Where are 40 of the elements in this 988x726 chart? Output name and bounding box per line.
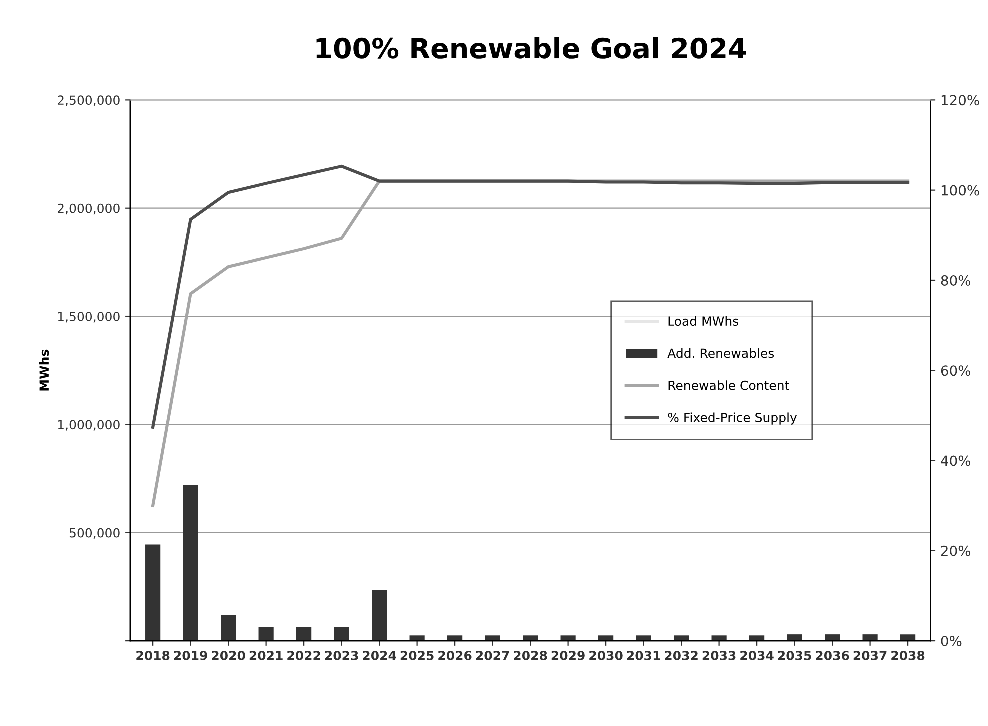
x-tick-label: 2035 [778, 651, 812, 660]
x-tick-label: 2024 [363, 651, 396, 660]
y2-tick-label: 60% [941, 366, 971, 376]
x-tick-label: 2031 [627, 651, 660, 660]
legend-label: Renewable Content [668, 380, 790, 390]
y2-tick-label: 120% [942, 95, 980, 106]
legend-label: % Fixed-Price Supply [668, 412, 798, 425]
x-tick-label: 2021 [250, 651, 283, 660]
y-tick-label: 500,000 [70, 528, 120, 540]
y2-tick-label: 20% [941, 546, 971, 556]
x-tick-label: 2030 [590, 651, 623, 660]
x-tick-label: 2027 [476, 651, 510, 660]
chart-title: 100% Renewable Goal 2024 [316, 37, 746, 59]
y2-tick-label: 100% [942, 185, 980, 196]
x-tick-label: 2029 [552, 651, 585, 660]
legend-label: Add. Renewables [668, 348, 774, 358]
y2-tick-label: 40% [941, 456, 971, 466]
y-tick-label: 2,500,000 [58, 96, 120, 106]
x-tick-label: 2023 [325, 651, 358, 660]
y2-tick-label: 0% [941, 636, 962, 647]
x-tick-label: 2025 [400, 651, 434, 660]
legend-label: Load MWhs [668, 316, 739, 326]
y-tick-label: 1,000,000 [58, 420, 120, 431]
x-tick-label: 2019 [174, 651, 208, 660]
x-tick-label: 2028 [514, 651, 548, 660]
x-tick-label: 2026 [438, 651, 472, 660]
x-tick-label: 2034 [740, 651, 774, 660]
x-tick-label: 2018 [136, 651, 170, 660]
y2-tick-label: 80% [941, 275, 971, 286]
line-series [152, 164, 910, 429]
y-tick-label: 2,000,000 [58, 204, 120, 215]
x-tick-label: 2022 [288, 651, 320, 660]
y-axis-title: MWhs [39, 350, 50, 391]
x-tick-label: 2037 [854, 651, 887, 660]
x-tick-label: 2036 [816, 651, 850, 660]
x-tick-label: 2033 [702, 651, 736, 660]
x-tick-label: 2020 [212, 651, 246, 660]
y-tick-label: 1,500,000 [58, 312, 120, 323]
x-tick-label: 2038 [892, 651, 925, 660]
x-tick-label: 2032 [665, 651, 698, 660]
